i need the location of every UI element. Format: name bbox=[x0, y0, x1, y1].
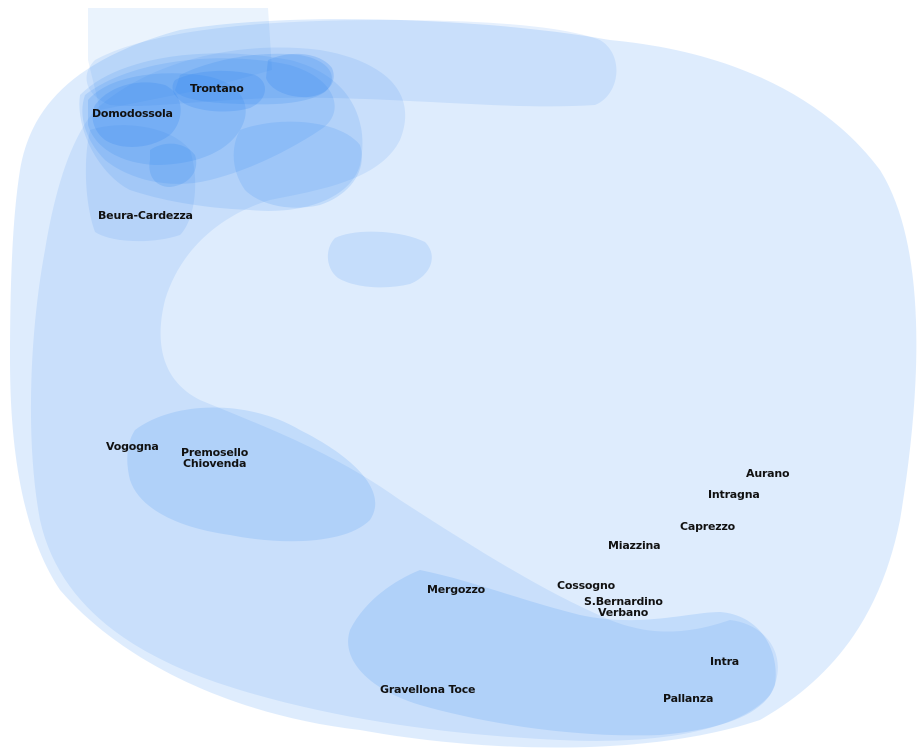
density-region bbox=[85, 125, 196, 242]
density-region bbox=[127, 407, 376, 542]
place-label-miazzina: Miazzina bbox=[608, 539, 660, 552]
place-label-premosello: Premosello bbox=[181, 446, 249, 459]
place-label-gravellona-toce: Gravellona Toce bbox=[380, 683, 475, 696]
density-region bbox=[327, 231, 432, 288]
density-region bbox=[175, 53, 332, 105]
density-regions bbox=[10, 8, 917, 748]
density-region bbox=[10, 19, 917, 748]
density-region bbox=[82, 58, 335, 184]
place-label-mergozzo: Mergozzo bbox=[427, 583, 486, 596]
place-label-aurano: Aurano bbox=[746, 467, 790, 480]
density-region bbox=[30, 47, 778, 741]
place-label-trontano: Trontano bbox=[190, 82, 244, 95]
density-region bbox=[79, 53, 363, 211]
density-region bbox=[348, 570, 776, 736]
place-labels: Trontano Domodossola Beura-Cardezza Vogogna… bbox=[92, 82, 790, 705]
place-label-domodossola: Domodossola bbox=[92, 107, 173, 120]
place-label-vogogna: Vogogna bbox=[106, 440, 159, 453]
density-region bbox=[266, 53, 334, 98]
place-label-intragna: Intragna bbox=[708, 488, 760, 501]
place-label-caprezzo: Caprezzo bbox=[680, 520, 736, 533]
density-region bbox=[92, 82, 181, 147]
density-region bbox=[88, 8, 272, 110]
place-label-s-bernardino: S.Bernardino bbox=[584, 595, 663, 608]
density-region bbox=[149, 143, 197, 187]
density-region bbox=[233, 121, 362, 208]
density-region bbox=[172, 70, 266, 112]
density-region bbox=[86, 20, 617, 107]
density-region bbox=[88, 73, 246, 165]
place-label-verbano: Verbano bbox=[598, 606, 649, 619]
place-label-cossogno: Cossogno bbox=[557, 579, 616, 592]
place-label-chiovenda: Chiovenda bbox=[183, 457, 246, 470]
place-label-pallanza: Pallanza bbox=[663, 692, 713, 705]
place-label-beura-cardezza: Beura-Cardezza bbox=[98, 209, 193, 222]
place-label-intra: Intra bbox=[710, 655, 739, 668]
